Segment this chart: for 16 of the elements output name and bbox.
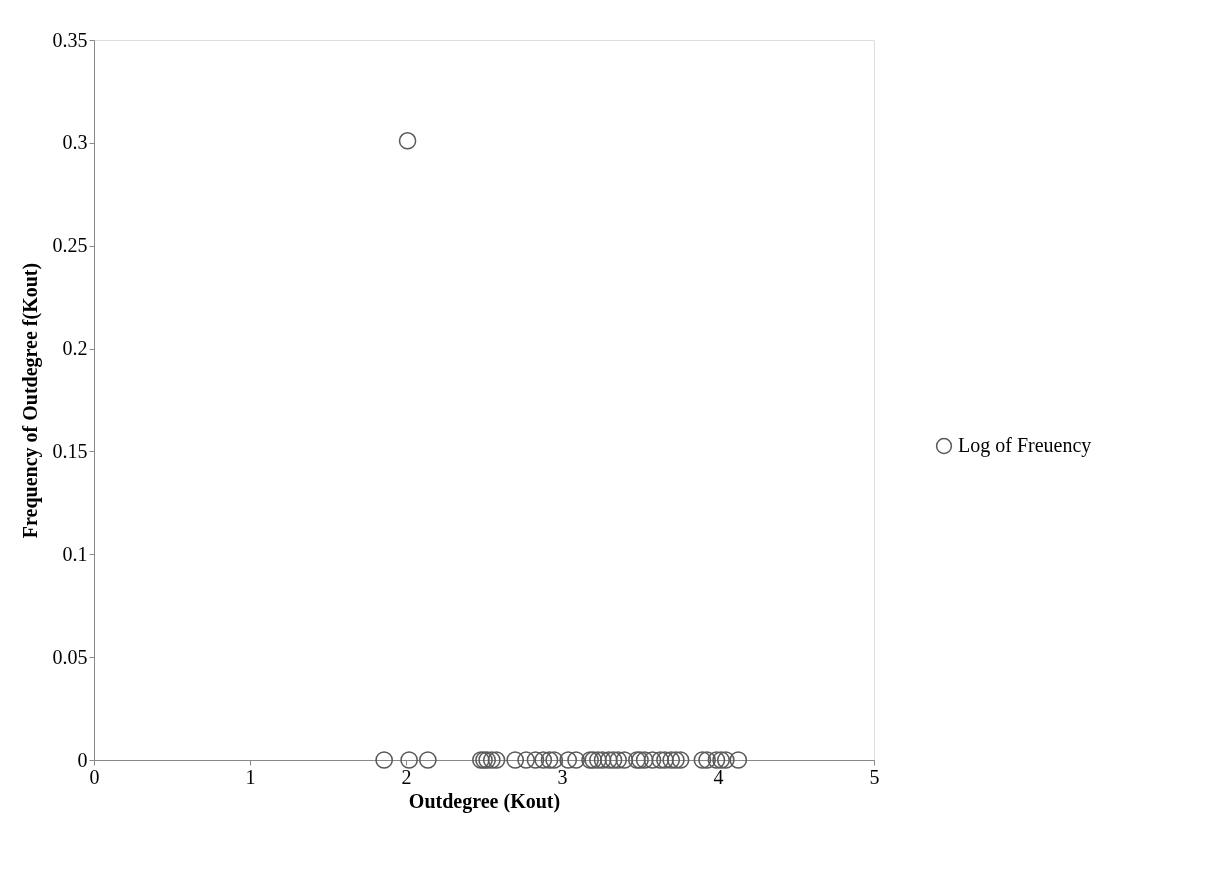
x-tick-label: 2 — [401, 765, 412, 788]
y-axis-title: Frequency of Outdegree f(Kout) — [18, 262, 42, 539]
y-tick-label: 0.15 — [52, 439, 88, 462]
x-tick-label: 4 — [713, 765, 724, 788]
x-tick-label: 3 — [557, 765, 568, 788]
x-tick-label: 1 — [245, 765, 256, 788]
y-tick-label: 0.2 — [62, 337, 88, 360]
legend-label: Log of Freuency — [958, 434, 1092, 457]
y-tick-label: 0.3 — [62, 131, 88, 154]
y-tick-label: 0.25 — [52, 234, 88, 257]
x-axis-title: Outdegree (Kout) — [408, 789, 561, 813]
y-tick-label: 0.35 — [52, 28, 88, 51]
y-tick-label: 0 — [77, 748, 88, 771]
x-tick-label: 5 — [869, 765, 880, 788]
y-tick-label: 0.05 — [52, 645, 88, 668]
y-tick-label: 0.1 — [62, 542, 88, 565]
